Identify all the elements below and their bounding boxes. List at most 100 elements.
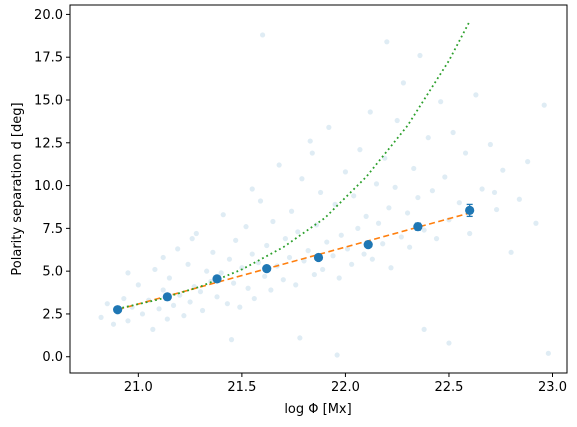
scatter-point — [135, 282, 141, 288]
scatter-point — [249, 186, 255, 192]
scatter-point — [293, 282, 299, 288]
scatter-point — [189, 236, 195, 242]
scatter-point — [160, 254, 166, 261]
scatter-point — [357, 147, 363, 153]
scatter-point — [160, 287, 166, 293]
scatter-point — [175, 246, 181, 252]
scatter-point — [336, 275, 342, 281]
linear-fit-line — [117, 212, 470, 311]
x-tick-label: 22.0 — [331, 380, 360, 395]
scatter-point — [380, 241, 386, 247]
binned-mean-point — [363, 240, 373, 250]
scatter-point — [187, 299, 193, 305]
x-axis-label: log Φ [Mx] — [284, 402, 351, 417]
scatter-point — [307, 138, 313, 144]
scatter-point — [415, 194, 421, 201]
scatter-point — [185, 261, 191, 267]
x-tick-label: 23.0 — [538, 380, 567, 395]
scatter-point — [384, 39, 390, 45]
scatter-point — [398, 234, 404, 240]
scatter-point — [299, 176, 305, 182]
x-tick-label: 21.5 — [227, 380, 256, 395]
scatter-point — [259, 32, 266, 38]
scatter-point — [98, 314, 104, 320]
y-tick-label: 15.0 — [34, 93, 63, 108]
scatter-point — [309, 150, 315, 156]
scatter-point — [199, 307, 206, 314]
scatter-point — [344, 246, 351, 252]
scatter-point — [218, 270, 224, 276]
scatter-point — [230, 280, 237, 286]
scatter-point — [392, 184, 398, 190]
scatter-point — [125, 318, 131, 324]
scatter-point — [280, 277, 286, 283]
y-tick-label: 12.5 — [34, 136, 63, 151]
y-tick-label: 2.5 — [42, 307, 63, 322]
scatter-point — [104, 301, 110, 307]
scatter-point — [288, 208, 295, 214]
y-axis-ticks: 0.0 2.5 5.0 7.5 10.0 12.5 15.0 17.5 20.0 — [34, 8, 70, 365]
scatter-point — [262, 273, 268, 279]
scatter-point — [150, 326, 156, 332]
scatter-point — [311, 271, 317, 278]
scatter-point — [170, 302, 177, 308]
scatter-point — [295, 229, 301, 235]
scatter-point — [363, 213, 369, 219]
scatter-point — [214, 294, 220, 300]
scatter-point — [411, 165, 417, 172]
scatter-point — [330, 253, 336, 259]
scatter-point — [270, 218, 276, 225]
scatter-point — [110, 321, 117, 327]
scatter-point — [351, 193, 357, 199]
binned-mean-point — [212, 274, 222, 284]
scatter-point — [386, 205, 392, 211]
binned-mean-point — [313, 252, 324, 263]
scatter-point — [404, 210, 411, 216]
y-tick-label: 17.5 — [34, 51, 63, 66]
y-axis-label: Polarity separation d [deg] — [10, 102, 25, 275]
scatter-point — [226, 256, 233, 262]
scatter-point — [369, 256, 375, 262]
y-tick-label: 5.0 — [42, 265, 63, 280]
y-tick-label: 0.0 — [42, 350, 63, 365]
scatter-point — [324, 239, 330, 245]
binned-mean-point — [465, 205, 475, 215]
scatter-point — [438, 99, 444, 105]
scatter-point — [375, 220, 382, 226]
scatter-point — [297, 335, 303, 341]
scatter-point — [407, 244, 413, 250]
scatter-point — [233, 237, 239, 243]
scatter-point — [541, 102, 547, 108]
scatter-point — [388, 265, 394, 271]
scatter-point — [166, 275, 172, 281]
scatter-point — [264, 242, 270, 249]
binned-mean-point — [113, 305, 123, 315]
binned-mean-point — [413, 222, 423, 232]
scatter-point — [446, 340, 452, 346]
scatter-point — [193, 230, 199, 237]
binned-mean-point — [162, 292, 172, 302]
scatter-point — [181, 313, 187, 319]
scatter-point — [257, 198, 264, 204]
scatter-point — [156, 306, 162, 312]
y-tick-label: 7.5 — [42, 222, 63, 237]
scatter-point — [361, 251, 367, 257]
scatter-point — [245, 285, 251, 291]
scatter-point — [442, 174, 448, 180]
power-fit-line — [117, 20, 471, 310]
scatter-points-layer — [98, 32, 551, 358]
binned-mean-point — [262, 263, 272, 274]
y-tick-label: 20.0 — [34, 8, 63, 23]
scatter-point — [286, 254, 293, 261]
scatter-point — [500, 167, 506, 173]
scatter-point — [462, 150, 469, 156]
scatter-point — [152, 266, 158, 273]
scatter-point — [326, 124, 332, 130]
scatter-point — [268, 287, 274, 293]
scatter-point — [394, 117, 400, 124]
scatter-point — [251, 295, 257, 302]
scatter-point — [342, 169, 349, 175]
scatter-point — [400, 80, 407, 86]
scatter-point — [487, 141, 493, 148]
